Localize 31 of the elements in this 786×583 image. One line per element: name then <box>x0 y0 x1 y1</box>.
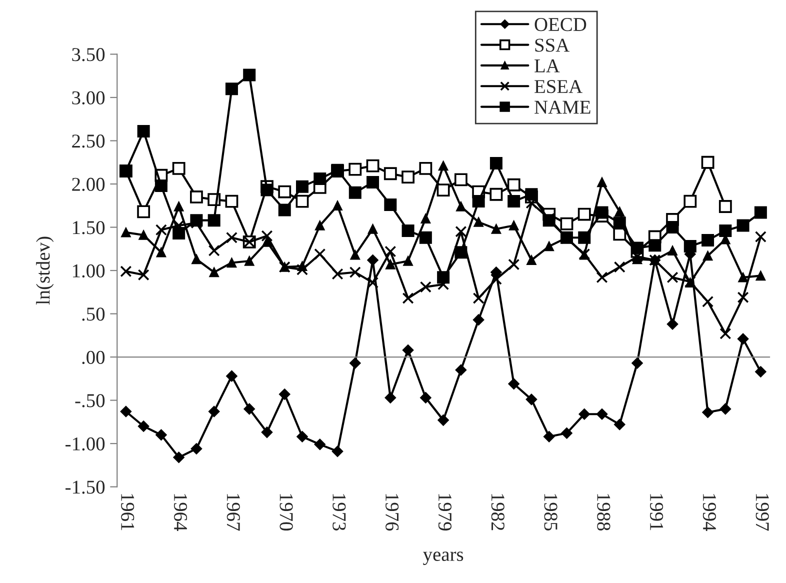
legend-label: OECD <box>534 18 586 32</box>
x-tick-label: 1970 <box>280 494 293 531</box>
y-tick-label: 3.50 <box>72 48 105 62</box>
x-tick-label: 1967 <box>226 494 240 531</box>
y-tick-label: 1.50 <box>72 221 105 234</box>
legend-label: ESEA <box>534 80 582 94</box>
x-axis-title: years <box>423 552 464 565</box>
x-tick-label: 1988 <box>597 494 610 531</box>
x-tick-label: 1964 <box>174 494 188 531</box>
legend-label: LA <box>534 59 560 72</box>
x-tick-label: 1961 <box>121 494 134 530</box>
y-tick-label: .50 <box>82 308 105 321</box>
legend-label: NAME <box>534 100 590 114</box>
x-tick-label: 1982 <box>491 494 504 530</box>
x-tick-label: 1973 <box>332 494 346 530</box>
y-tick-label: 3.00 <box>72 91 105 104</box>
x-tick-label: 1985 <box>544 494 558 530</box>
x-tick-label: 1994 <box>702 494 716 531</box>
y-tick-label: 2.50 <box>72 134 105 148</box>
x-tick-label: 1991 <box>650 494 664 530</box>
y-tick-label: -.50 <box>75 394 105 408</box>
y-tick-label: -1.50 <box>66 480 105 494</box>
y-tick-label: 2.00 <box>72 178 105 192</box>
y-tick-label: 1.00 <box>72 264 105 278</box>
x-tick-label: 1997 <box>756 494 769 531</box>
y-tick-label: -1.00 <box>66 437 105 451</box>
x-tick-label: 1976 <box>386 494 399 531</box>
x-tick-label: 1979 <box>438 494 452 530</box>
y-tick-label: .00 <box>82 350 105 364</box>
y-axis-title: ln(stdev) <box>36 236 54 305</box>
legend-label: SSA <box>535 38 570 52</box>
